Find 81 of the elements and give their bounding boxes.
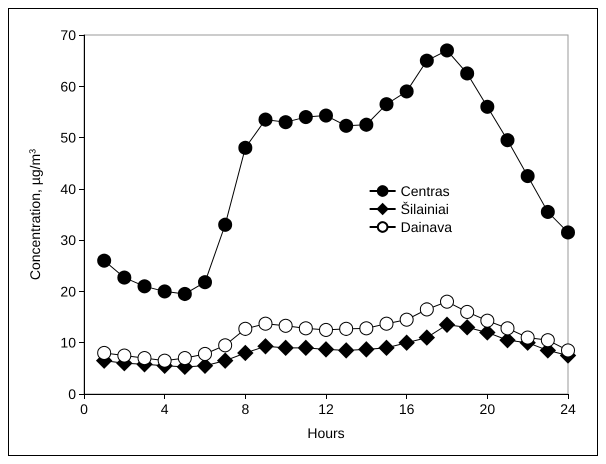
point bbox=[138, 351, 152, 366]
point bbox=[380, 97, 394, 112]
point bbox=[459, 319, 476, 336]
point bbox=[298, 321, 313, 336]
point bbox=[378, 340, 394, 356]
point bbox=[520, 169, 535, 184]
point bbox=[238, 322, 252, 336]
y-axis-title: Concentration, µg/m3 bbox=[27, 148, 43, 280]
point bbox=[158, 354, 172, 368]
point bbox=[439, 316, 455, 333]
point bbox=[218, 218, 232, 232]
point bbox=[238, 140, 252, 155]
point bbox=[359, 321, 374, 336]
x-tick-label: 20 bbox=[480, 401, 496, 417]
point bbox=[278, 340, 294, 356]
point bbox=[500, 321, 514, 336]
x-tick-label: 0 bbox=[80, 401, 88, 417]
point bbox=[258, 338, 274, 354]
point bbox=[278, 115, 293, 130]
point bbox=[500, 133, 514, 148]
point bbox=[278, 318, 293, 333]
point bbox=[298, 340, 314, 356]
point bbox=[198, 347, 212, 361]
y-tick-label: 30 bbox=[60, 232, 76, 248]
point bbox=[540, 204, 555, 219]
x-tick-label: 4 bbox=[160, 401, 169, 417]
point bbox=[420, 54, 434, 68]
point bbox=[218, 338, 232, 352]
point bbox=[97, 254, 112, 268]
point bbox=[298, 110, 313, 124]
point bbox=[520, 330, 535, 345]
point bbox=[440, 43, 454, 58]
point bbox=[237, 344, 254, 361]
legend-label: Centras bbox=[400, 183, 450, 199]
point bbox=[561, 225, 575, 240]
y-tick-label: 50 bbox=[60, 130, 76, 146]
point bbox=[158, 284, 172, 298]
point bbox=[460, 304, 474, 319]
point bbox=[318, 341, 334, 358]
point bbox=[400, 312, 414, 327]
point bbox=[97, 346, 112, 360]
point bbox=[398, 334, 415, 351]
point bbox=[400, 84, 414, 98]
point bbox=[138, 279, 152, 294]
point bbox=[460, 66, 474, 80]
point bbox=[380, 316, 394, 331]
point bbox=[418, 330, 435, 346]
point bbox=[319, 322, 333, 337]
legend-label: Dainava bbox=[400, 219, 452, 235]
point bbox=[258, 112, 272, 127]
point bbox=[480, 314, 494, 328]
point bbox=[561, 343, 575, 358]
point bbox=[258, 316, 272, 331]
point bbox=[339, 322, 354, 336]
y-tick-label: 60 bbox=[60, 78, 76, 94]
x-tick-label: 24 bbox=[560, 401, 576, 417]
point bbox=[217, 352, 234, 369]
point bbox=[420, 302, 434, 316]
legend-label: Šilainiai bbox=[400, 201, 449, 217]
x-tick-label: 12 bbox=[318, 401, 334, 417]
x-tick-label: 8 bbox=[241, 401, 250, 417]
point bbox=[319, 108, 333, 123]
y-tick-label: 20 bbox=[60, 283, 76, 300]
point bbox=[178, 351, 192, 366]
y-tick-label: 70 bbox=[60, 27, 76, 43]
point bbox=[178, 286, 192, 301]
y-tick-label: 0 bbox=[68, 386, 76, 402]
point bbox=[540, 333, 555, 348]
point bbox=[117, 270, 132, 285]
x-tick-label: 16 bbox=[398, 401, 415, 417]
y-tick-label: 40 bbox=[60, 180, 76, 197]
point bbox=[480, 100, 494, 114]
point bbox=[198, 275, 212, 290]
point bbox=[358, 341, 374, 358]
point bbox=[338, 342, 354, 358]
point bbox=[359, 118, 374, 132]
y-tick-label: 10 bbox=[60, 334, 76, 351]
point bbox=[117, 348, 132, 363]
point bbox=[440, 294, 454, 309]
point bbox=[339, 118, 354, 133]
x-axis-title: Hours bbox=[307, 425, 345, 441]
